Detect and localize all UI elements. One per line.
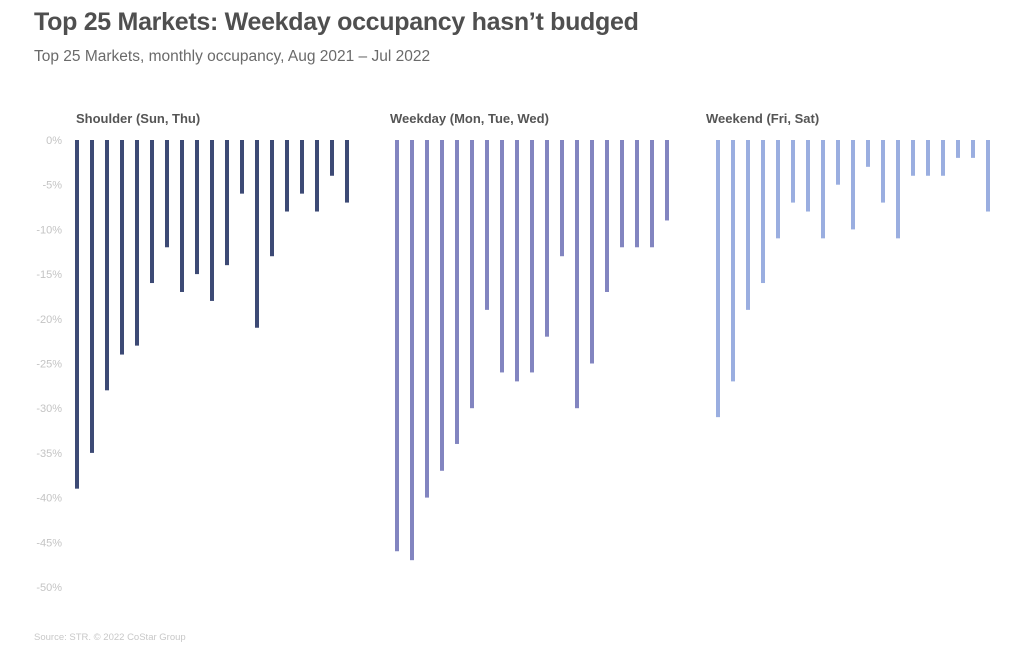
- chart-panels: Shoulder (Sun, Thu) Weekday (Mon, Tue, We…: [75, 111, 990, 561]
- chart-subtitle: Top 25 Markets, monthly occupancy, Aug 2…: [34, 48, 431, 65]
- shoulder-bar: [285, 140, 289, 212]
- shoulder-bar: [180, 140, 184, 292]
- weekend-bar: [761, 140, 765, 284]
- weekday-bar: [650, 140, 654, 248]
- y-tick-label: -10%: [36, 224, 62, 236]
- y-axis: 0% -5% -10% -15% -20% -25% -30% -35% -40% -45% -50…: [36, 135, 62, 594]
- weekday-bar: [515, 140, 519, 382]
- weekend-bar: [776, 140, 780, 239]
- shoulder-bar: [315, 140, 319, 212]
- shoulder-bar: [105, 140, 109, 391]
- shoulder-bar: [150, 140, 154, 284]
- shoulder-bar: [300, 140, 304, 194]
- panel-weekday: Weekday (Mon, Tue, Wed): [390, 111, 669, 561]
- weekday-bar: [665, 140, 669, 221]
- shoulder-bar: [90, 140, 94, 453]
- weekend-bar: [896, 140, 900, 239]
- weekend-bar: [731, 140, 735, 382]
- weekend-bar: [956, 140, 960, 158]
- y-tick-label: -45%: [36, 537, 62, 549]
- panel-title-shoulder: Shoulder (Sun, Thu): [76, 111, 200, 126]
- weekend-bar: [716, 140, 720, 418]
- weekend-bar: [881, 140, 885, 203]
- panel-shoulder: Shoulder (Sun, Thu): [75, 111, 349, 489]
- weekend-bar: [986, 140, 990, 212]
- weekday-bar: [635, 140, 639, 248]
- shoulder-bar: [135, 140, 139, 346]
- weekend-bar: [851, 140, 855, 230]
- weekday-bar: [410, 140, 414, 561]
- shoulder-bar: [240, 140, 244, 194]
- chart-title: Top 25 Markets: Weekday occupancy hasn’t…: [34, 8, 639, 36]
- weekend-bar: [836, 140, 840, 185]
- shoulder-bar: [345, 140, 349, 203]
- shoulder-bar: [210, 140, 214, 301]
- weekday-bar: [530, 140, 534, 373]
- panel-weekend: Weekend (Fri, Sat): [706, 111, 990, 418]
- weekday-bar: [545, 140, 549, 337]
- weekend-bar: [806, 140, 810, 212]
- weekend-bar: [971, 140, 975, 158]
- source-note: Source: STR. © 2022 CoStar Group: [34, 632, 186, 643]
- shoulder-bar: [330, 140, 334, 176]
- weekday-bar: [620, 140, 624, 248]
- y-tick-label: -35%: [36, 448, 62, 460]
- weekday-bar: [485, 140, 489, 310]
- weekend-bar: [911, 140, 915, 176]
- y-tick-label: -50%: [36, 582, 62, 594]
- shoulder-bar: [255, 140, 259, 328]
- weekend-bar: [866, 140, 870, 167]
- panel-title-weekend: Weekend (Fri, Sat): [706, 111, 819, 126]
- weekday-bar: [590, 140, 594, 364]
- shoulder-bar: [75, 140, 79, 489]
- weekend-bar: [941, 140, 945, 176]
- y-tick-label: -15%: [36, 269, 62, 281]
- weekday-bar: [395, 140, 399, 552]
- shoulder-bar: [225, 140, 229, 266]
- panel-title-weekday: Weekday (Mon, Tue, Wed): [390, 111, 549, 126]
- weekend-bar: [821, 140, 825, 239]
- shoulder-bar: [270, 140, 274, 257]
- weekday-bar: [605, 140, 609, 292]
- y-tick-label: -40%: [36, 493, 62, 505]
- shoulder-bar: [165, 140, 169, 248]
- weekday-bar: [575, 140, 579, 409]
- shoulder-bar: [195, 140, 199, 275]
- weekday-bar: [440, 140, 444, 471]
- y-tick-label: -25%: [36, 359, 62, 371]
- y-tick-label: -20%: [36, 314, 62, 326]
- y-tick-label: -5%: [42, 180, 62, 192]
- weekend-bar: [926, 140, 930, 176]
- y-tick-label: 0%: [46, 135, 62, 147]
- weekday-bar: [560, 140, 564, 257]
- weekend-bar: [746, 140, 750, 310]
- weekend-bar: [791, 140, 795, 203]
- shoulder-bar: [120, 140, 124, 355]
- weekday-bar: [455, 140, 459, 444]
- y-tick-label: -30%: [36, 403, 62, 415]
- weekday-bar: [500, 140, 504, 373]
- weekday-bar: [470, 140, 474, 409]
- weekday-bar: [425, 140, 429, 498]
